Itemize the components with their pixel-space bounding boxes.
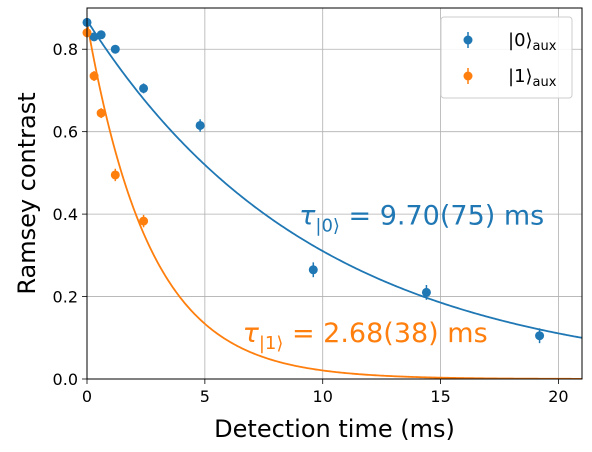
tau-annotation-series-0: τ|0⟩ = 9.70(75) ms <box>299 200 544 236</box>
data-point-series-0 <box>139 83 149 93</box>
y-tick-label: 0.2 <box>53 288 78 307</box>
fit-curve-series-1 <box>87 22 582 379</box>
fit-curve-series-0 <box>87 19 582 339</box>
y-tick-label: 0.4 <box>53 205 78 224</box>
data-point-series-0 <box>110 44 120 54</box>
legend-marker-series-1 <box>463 71 473 81</box>
fit-curves <box>87 19 582 379</box>
tau-value: = 2.68(38) ms <box>283 318 487 349</box>
x-tick-label: 20 <box>548 387 568 406</box>
data-point-series-0 <box>421 287 431 297</box>
legend-marker-series-0 <box>463 35 473 45</box>
tau-value: = 9.70(75) ms <box>340 200 544 231</box>
x-axis-label: Detection time (ms) <box>214 415 455 443</box>
legend-box <box>440 16 573 99</box>
legend-ket: |1⟩ <box>508 66 533 87</box>
tau-subscript: |1⟩ <box>259 333 284 354</box>
tau-annotation-series-1: τ|1⟩ = 2.68(38) ms <box>243 318 488 354</box>
y-tick-label: 0.8 <box>53 40 78 59</box>
data-point-series-0 <box>195 120 205 130</box>
data-point-series-0 <box>96 30 106 40</box>
data-point-series-1 <box>96 108 106 118</box>
legend-subscript: aux <box>533 75 557 90</box>
tau-symbol: τ <box>299 200 316 231</box>
legend: |0⟩aux|1⟩aux <box>440 16 573 99</box>
data-point-series-1 <box>89 71 99 81</box>
data-point-series-1 <box>139 216 149 226</box>
x-tick-label: 15 <box>430 387 450 406</box>
data-point-series-1 <box>110 170 120 180</box>
data-point-series-0 <box>308 265 318 275</box>
legend-subscript: aux <box>533 39 557 54</box>
tau-symbol: τ <box>243 318 260 349</box>
y-axis-label: Ramsey contrast <box>13 92 41 294</box>
y-tick-label: 0.0 <box>53 370 78 389</box>
axis-ticks: 0 5 10 15 20 0.0 0.2 0.4 0.6 0.8 <box>53 40 569 406</box>
x-tick-label: 10 <box>313 387 333 406</box>
fit-annotations: τ|0⟩ = 9.70(75) msτ|1⟩ = 2.68(38) ms <box>243 200 545 353</box>
data-point-series-0 <box>89 32 99 42</box>
x-tick-label: 0 <box>82 387 92 406</box>
legend-ket: |0⟩ <box>508 30 533 51</box>
data-point-series-0 <box>535 331 545 341</box>
plot-frame <box>86 7 583 380</box>
y-tick-label: 0.6 <box>53 123 78 142</box>
legend-label-series-0: |0⟩aux <box>508 30 557 54</box>
x-tick-label: 5 <box>200 387 210 406</box>
legend-label-series-1: |1⟩aux <box>508 66 557 90</box>
tau-subscript: |0⟩ <box>315 215 340 236</box>
